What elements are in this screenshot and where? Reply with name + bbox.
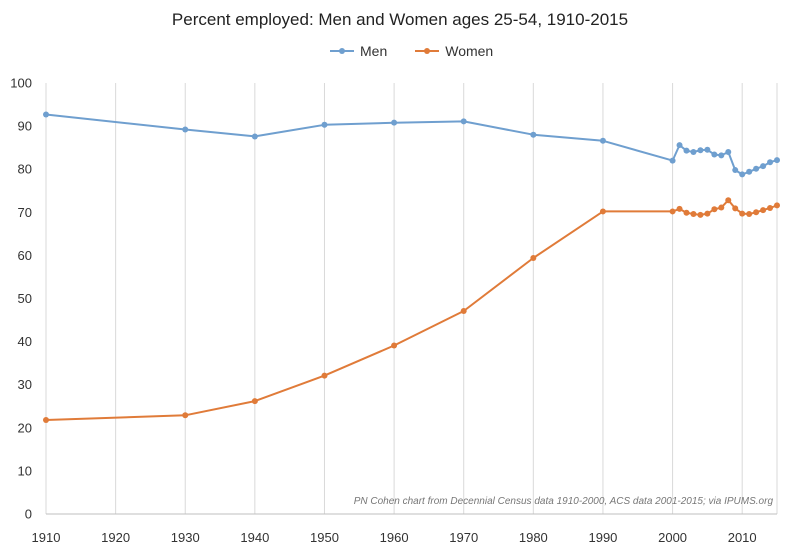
x-tick-label-1970: 1970: [449, 530, 478, 545]
x-tick-label-1990: 1990: [588, 530, 617, 545]
chart-title: Percent employed: Men and Women ages 25-…: [171, 10, 629, 29]
x-tick-label-2010: 2010: [728, 530, 757, 545]
y-tick-label-20: 20: [18, 420, 32, 435]
data-point-men-2010: [739, 171, 746, 178]
data-point-men-2013: [760, 163, 767, 170]
source-annotation: PN Cohen chart from Decennial Census dat…: [354, 496, 774, 507]
data-point-women-2013: [760, 207, 767, 214]
data-point-men-1960: [391, 119, 398, 126]
data-point-men-2003: [690, 148, 697, 155]
y-tick-label-80: 80: [18, 162, 32, 177]
data-point-men-2009: [732, 167, 739, 174]
data-point-women-2004: [697, 211, 704, 218]
legend: Men Women: [330, 43, 493, 59]
y-tick-label-10: 10: [18, 463, 32, 478]
data-point-women-2003: [690, 211, 697, 218]
legend-swatch-women: [415, 46, 440, 56]
y-tick-label-50: 50: [18, 291, 32, 306]
data-point-men-1940: [251, 133, 258, 140]
legend-dot-women: [424, 48, 431, 54]
y-tick-label-60: 60: [18, 248, 32, 263]
data-point-women-1980: [530, 254, 537, 261]
data-point-men-2007: [718, 152, 725, 159]
legend-label-men: Men: [360, 43, 388, 59]
legend-dot-men: [339, 48, 345, 54]
data-point-women-2008: [725, 197, 732, 204]
data-point-men-2002: [683, 147, 690, 154]
data-point-women-2006: [711, 206, 718, 213]
legend-item-women: Women: [415, 43, 493, 59]
y-tick-label-100: 100: [10, 76, 32, 91]
data-point-women-2007: [718, 204, 725, 211]
y-tick-label-40: 40: [18, 334, 32, 349]
legend-swatch-men: [330, 46, 354, 56]
series-line-men: [45, 113, 778, 176]
data-point-women-1990: [599, 208, 606, 215]
data-point-men-1980: [530, 131, 537, 138]
data-point-women-1940: [251, 398, 258, 405]
data-point-men-1930: [182, 126, 189, 133]
data-point-men-2012: [753, 165, 760, 172]
data-point-men-2014: [767, 159, 774, 166]
data-point-women-2002: [683, 209, 690, 216]
x-tick-label-1940: 1940: [240, 530, 269, 545]
data-point-men-2015: [774, 157, 780, 164]
data-point-men-1950: [321, 121, 328, 128]
x-tick-label-1960: 1960: [380, 530, 409, 545]
data-point-women-2014: [767, 204, 774, 211]
data-point-women-1910: [43, 417, 49, 424]
data-point-men-1990: [599, 137, 606, 144]
data-point-men-2011: [746, 168, 753, 175]
x-tick-label-1920: 1920: [101, 530, 130, 545]
data-point-women-2001: [676, 205, 683, 212]
data-point-men-1910: [43, 111, 49, 118]
data-point-men-2005: [704, 146, 711, 153]
data-point-women-2011: [746, 211, 753, 218]
data-point-men-1970: [460, 118, 467, 125]
x-tick-label-1980: 1980: [519, 530, 548, 545]
y-tick-label-90: 90: [18, 119, 32, 134]
data-point-men-2001: [676, 142, 683, 149]
data-point-men-2000: [669, 157, 676, 164]
data-point-men-2006: [711, 151, 718, 158]
x-tick-label-1950: 1950: [310, 530, 339, 545]
data-point-women-2012: [753, 209, 760, 216]
data-point-men-2008: [725, 148, 732, 155]
data-point-women-1960: [391, 342, 398, 349]
x-tick-label-2000: 2000: [658, 530, 687, 545]
series-line-women: [45, 199, 778, 421]
data-point-women-1930: [182, 412, 189, 419]
data-point-women-2010: [739, 210, 746, 217]
data-point-women-2000: [669, 208, 676, 215]
legend-label-women: Women: [445, 43, 494, 59]
legend-item-men: Men: [330, 43, 387, 59]
data-point-women-2015: [774, 202, 780, 209]
data-point-women-1970: [460, 307, 467, 314]
x-tick-label-1910: 1910: [32, 530, 61, 545]
data-point-men-2004: [697, 147, 704, 154]
x-tick-label-1930: 1930: [171, 530, 200, 545]
data-point-women-1950: [321, 372, 328, 379]
data-point-women-2005: [704, 210, 711, 217]
y-tick-label-0: 0: [25, 507, 32, 522]
y-tick-label-70: 70: [18, 205, 32, 220]
y-tick-label-30: 30: [18, 377, 32, 392]
data-point-women-2009: [732, 205, 739, 212]
